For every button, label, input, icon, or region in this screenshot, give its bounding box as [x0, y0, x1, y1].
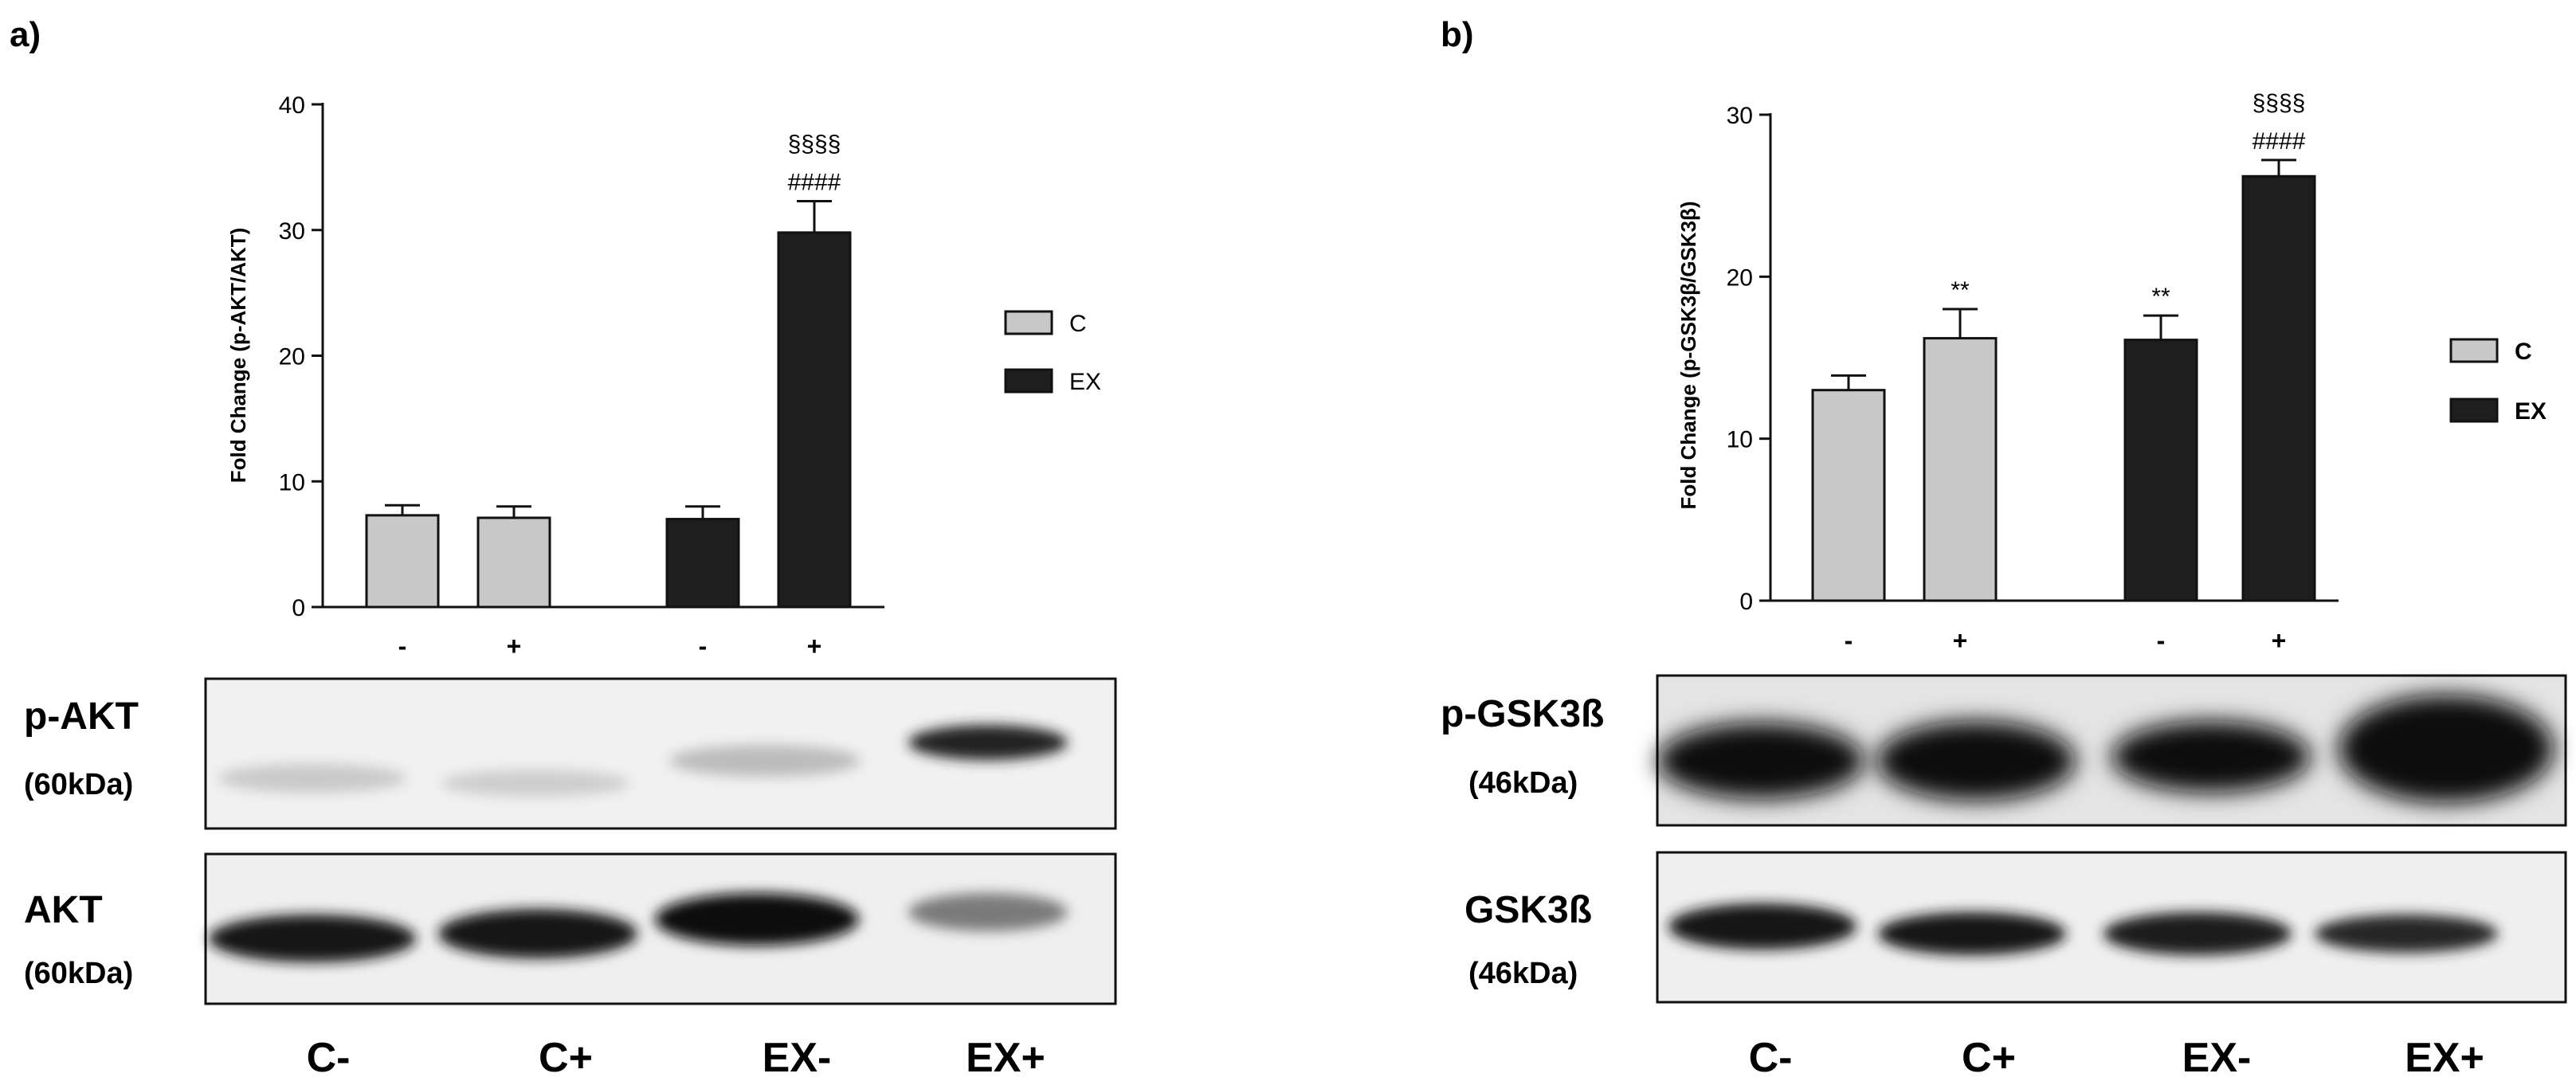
panel-b-x-sign-label: + — [2272, 626, 2287, 655]
band-gsk3b-ex-plus — [2315, 915, 2498, 953]
panel-b-blot-2-mass: (46kDa) — [1468, 957, 1578, 990]
panel-b-letter: b) — [1441, 15, 1474, 54]
panel-b: b) Fold Change (p-GSK3β/GSK3β) 0 10 20 30 - *… — [1441, 15, 2567, 1081]
panel-b-bar-c-minus — [1811, 389, 1886, 602]
panel-b-x-sign-label: - — [1845, 626, 1853, 655]
band-p-akt-ex-plus — [908, 725, 1068, 760]
panel-b-significance-label: ** — [2151, 284, 2170, 310]
panel-b-chart: Fold Change (p-GSK3β/GSK3β) 0 10 20 30 - ** + *… — [1676, 90, 2547, 655]
panel-a-lane-4: EX+ — [966, 1035, 1045, 1081]
panel-a-bar-ex-plus — [777, 231, 852, 609]
panel-a-legend-swatch-ex — [1004, 368, 1053, 394]
band-p-akt-c-plus — [441, 770, 629, 797]
panel-a-x-sign-label: + — [507, 632, 522, 660]
panel-b-blot-gsk3b — [1656, 851, 2567, 1004]
panel-a-x-sign-label: - — [398, 632, 407, 660]
panel-a-significance-label: §§§§ — [788, 131, 841, 157]
panel-b-legend-swatch-c — [2449, 338, 2499, 363]
panel-a-blot-akt — [204, 852, 1117, 1005]
panel-a-blot-1-mass: (60kDa) — [24, 768, 133, 801]
band-gsk3b-ex-minus — [2104, 912, 2292, 955]
panel-a-legend-label-ex: EX — [1069, 369, 1101, 395]
panel-b-legend-label-c: C — [2515, 339, 2532, 365]
panel-b-lane-2: C+ — [1962, 1035, 2016, 1081]
panel-a-y-tick-label: 40 — [279, 92, 305, 119]
panel-b-y-tick-label: 10 — [1727, 427, 1753, 453]
panel-b-y-tick-label: 30 — [1727, 103, 1753, 129]
panel-a-bar-c-minus — [365, 514, 440, 609]
band-akt-ex-plus — [908, 893, 1068, 931]
panel-b-bar-ex-minus — [2123, 339, 2198, 602]
band-gsk3b-c-minus — [1668, 903, 1857, 950]
panel-b-legend-label-ex: EX — [2515, 398, 2547, 425]
panel-a-y-axis-label: Fold Change (p-AKT/AKT) — [226, 228, 250, 484]
panel-b-significance-label: §§§§ — [2253, 90, 2306, 116]
panel-b-blot-p-gsk3b — [1656, 674, 2567, 827]
panel-a-blot-2-mass: (60kDa) — [24, 957, 133, 990]
panel-a-x-sign-label: - — [699, 632, 708, 660]
panel-b-lane-3: EX- — [2182, 1035, 2252, 1081]
panel-b-legend-swatch-ex — [2449, 398, 2499, 423]
panel-a-y-tick-label: 10 — [279, 469, 305, 496]
panel-b-blot-1-mass: (46kDa) — [1468, 766, 1578, 800]
panel-b-lane-4: EX+ — [2405, 1035, 2484, 1081]
panel-a-legend-swatch-c — [1004, 310, 1053, 335]
band-p-akt-c-minus — [218, 764, 406, 793]
panel-a-lane-1: C- — [307, 1035, 351, 1081]
panel-b-blot-2-name: GSK3ß — [1464, 889, 1592, 931]
band-p-gsk3b-ex-plus — [2339, 695, 2554, 803]
panel-a-lane-2: C+ — [539, 1035, 593, 1081]
panel-a-bar-ex-minus — [665, 518, 740, 609]
panel-b-y-tick-label: 0 — [1739, 589, 1753, 615]
panel-b-significance-label: ** — [1951, 277, 1970, 304]
panel-a-x-sign-label: + — [807, 632, 822, 660]
panel-a-y-tick-label: 30 — [279, 218, 305, 245]
panel-a: a) Fold Change (p-AKT/AKT) 0 10 20 30 40 - + - #… — [10, 15, 1117, 1081]
panel-a-legend-label-c: C — [1069, 311, 1087, 337]
panel-a-chart: Fold Change (p-AKT/AKT) 0 10 20 30 40 - + - ####… — [226, 92, 1101, 660]
band-p-gsk3b-ex-minus — [2111, 721, 2311, 793]
band-p-akt-ex-minus — [669, 745, 861, 777]
panel-a-blot-p-akt — [204, 677, 1117, 830]
panel-a-blot-1-name: p-AKT — [24, 695, 139, 738]
band-akt-c-minus — [209, 915, 416, 962]
panel-a-y-tick-label: 0 — [292, 595, 305, 621]
band-p-gsk3b-c-plus — [1876, 721, 2076, 801]
panel-a-letter: a) — [10, 15, 41, 54]
band-p-gsk3b-c-minus — [1657, 723, 1864, 799]
panel-b-significance-label: #### — [2253, 128, 2306, 155]
panel-b-lane-1: C- — [1749, 1035, 1793, 1081]
panel-b-bar-c-plus — [1923, 337, 1998, 602]
panel-b-y-axis-label: Fold Change (p-GSK3β/GSK3β) — [1676, 201, 1700, 509]
panel-b-x-sign-label: - — [2157, 626, 2166, 655]
band-akt-c-plus — [438, 909, 637, 958]
panel-a-lane-3: EX- — [763, 1035, 832, 1081]
panel-b-y-tick-label: 20 — [1727, 264, 1753, 291]
panel-a-bar-c-plus — [476, 516, 551, 609]
panel-a-blot-2-name: AKT — [24, 889, 103, 931]
band-akt-ex-minus — [655, 893, 859, 946]
band-gsk3b-c-plus — [1878, 912, 2066, 955]
panel-b-bar-ex-plus — [2241, 174, 2316, 602]
panel-a-y-tick-label: 20 — [279, 344, 305, 370]
panel-b-blot-1-name: p-GSK3ß — [1441, 693, 1604, 735]
panel-b-x-sign-label: + — [1953, 626, 1968, 655]
panel-a-significance-label: #### — [788, 169, 841, 195]
